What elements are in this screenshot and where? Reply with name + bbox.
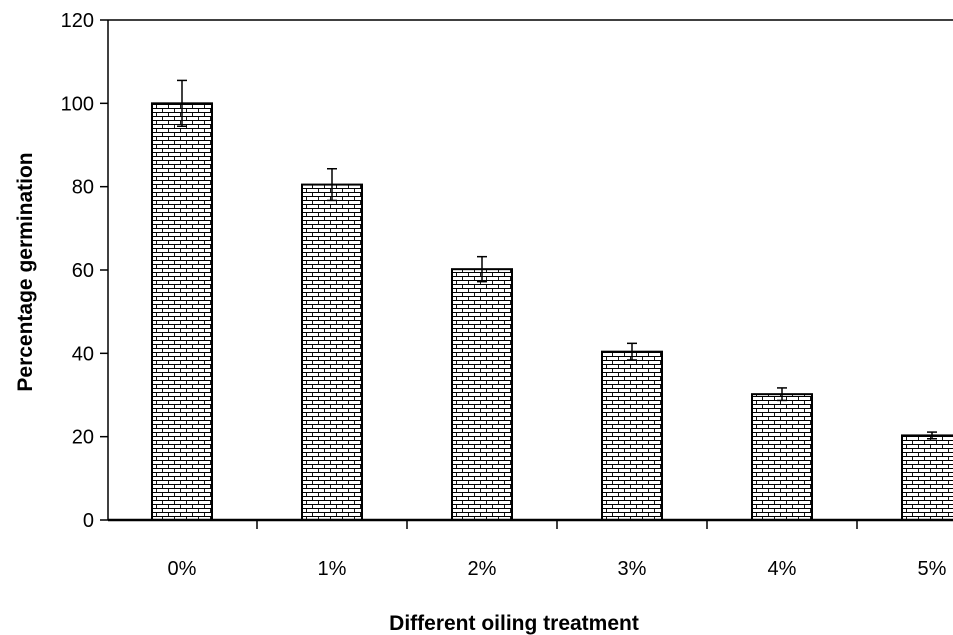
plot-area: 0 20 40 60 80 100 120 0% 1% 2% 3% 4% 5%	[61, 10, 953, 580]
y-ticks: 0 20 40 60 80 100 120	[61, 10, 108, 532]
y-axis-title: Percentage germination	[14, 152, 37, 391]
bar-3%	[601, 350, 663, 521]
x-tick-label: 5%	[918, 558, 947, 580]
bars	[151, 102, 953, 521]
y-tick-label: 40	[72, 343, 94, 365]
bar-2%	[451, 268, 513, 521]
y-tick-label: 60	[72, 260, 94, 282]
error-bar-1%	[327, 168, 337, 202]
x-tick-label: 2%	[468, 558, 497, 580]
bar-1%	[301, 183, 363, 521]
error-bar-5%	[927, 431, 937, 440]
error-bar-4%	[777, 387, 787, 402]
bar-0%	[151, 102, 213, 521]
bar-4%	[751, 393, 813, 521]
error-bar-2%	[477, 255, 487, 283]
y-tick-label: 100	[61, 93, 94, 115]
x-tick-label: 0%	[168, 558, 197, 580]
x-tick-label: 1%	[318, 558, 347, 580]
x-ticks: 0% 1% 2% 3% 4% 5%	[168, 520, 947, 580]
x-tick-label: 3%	[618, 558, 647, 580]
error-bars	[177, 79, 937, 440]
y-tick-label: 80	[72, 177, 94, 199]
y-tick-label: 120	[61, 10, 94, 32]
y-tick-label: 20	[72, 427, 94, 449]
x-axis-title: Different oiling treatment	[389, 612, 639, 635]
x-tick-label: 4%	[768, 558, 797, 580]
error-bar-3%	[627, 342, 637, 361]
bar-5%	[901, 434, 953, 521]
error-bar-0%	[177, 79, 187, 127]
y-tick-label: 0	[83, 510, 94, 532]
